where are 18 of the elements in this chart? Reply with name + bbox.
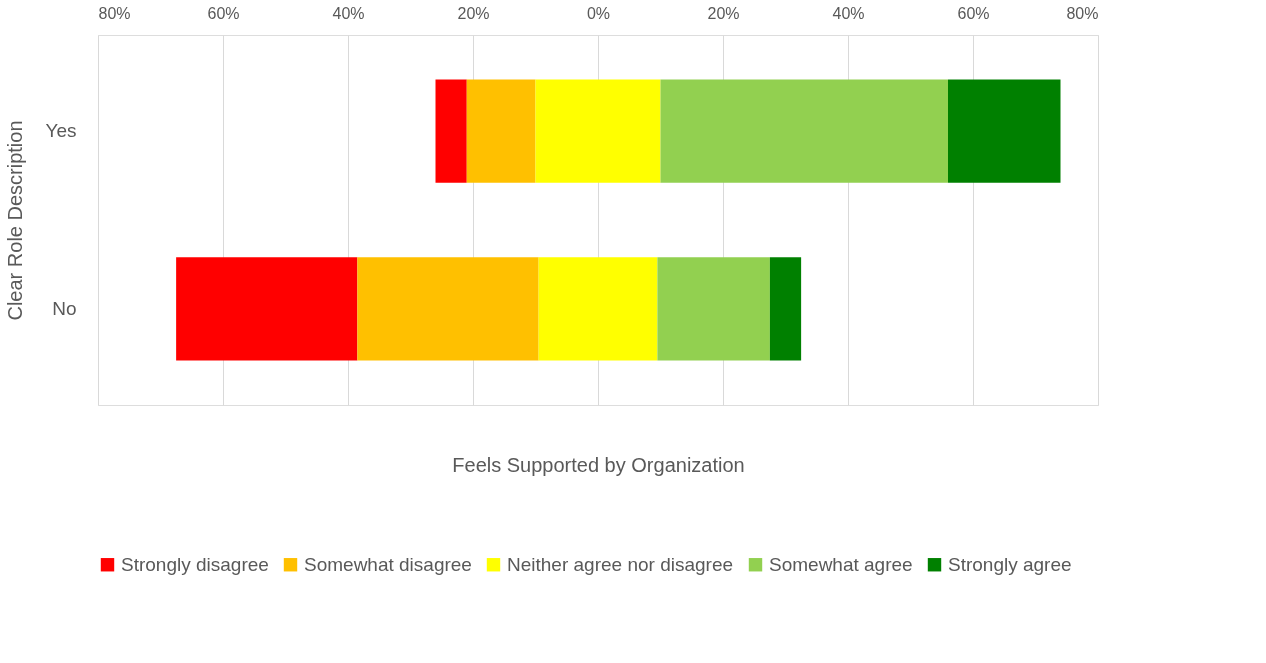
legend-label: Strongly agree xyxy=(948,553,1072,575)
legend-label: Neither agree nor disagree xyxy=(507,553,734,575)
x-tick-label: 60% xyxy=(957,4,990,22)
x-tick-label: 20% xyxy=(707,4,740,22)
y-tick-label: No xyxy=(52,297,77,319)
x-tick-label: 40% xyxy=(832,4,865,22)
x-tick-label: 80% xyxy=(1066,4,1099,22)
x-tick-label: 20% xyxy=(457,4,490,22)
y-tick-label: Yes xyxy=(45,120,77,142)
x-tick-label: 0% xyxy=(586,4,611,22)
legend-label: Somewhat disagree xyxy=(304,553,472,575)
x-axis-title: Feels Supported by Organization xyxy=(452,453,745,476)
y-axis-title: Clear Role Description xyxy=(3,120,26,321)
legend-label: Strongly disagree xyxy=(121,553,269,575)
legend-label: Somewhat agree xyxy=(769,553,913,575)
x-tick-label: 40% xyxy=(332,4,365,22)
x-tick-label: 80% xyxy=(98,4,131,22)
x-tick-label: 60% xyxy=(207,4,240,22)
